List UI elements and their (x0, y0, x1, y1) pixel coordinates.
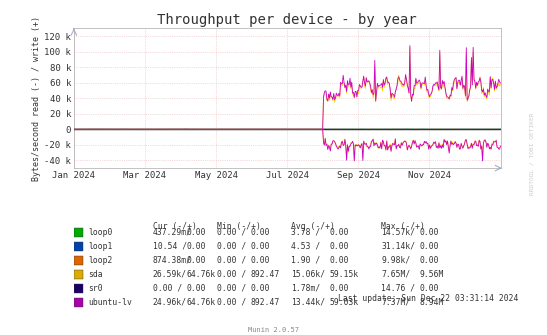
Text: 0.00 /: 0.00 / (217, 284, 246, 292)
Text: 31.14k/: 31.14k/ (381, 242, 415, 251)
Text: 892.47: 892.47 (251, 270, 280, 279)
Text: 0.00: 0.00 (330, 242, 350, 251)
Text: 24.96k/: 24.96k/ (153, 297, 187, 307)
Text: 0.00 /: 0.00 / (217, 228, 246, 237)
Text: 14.76 /: 14.76 / (381, 284, 415, 292)
Text: 0.00: 0.00 (251, 228, 270, 237)
Text: 0.00: 0.00 (420, 256, 439, 265)
Text: 0.00: 0.00 (420, 284, 439, 292)
Bar (74, 297, 83, 307)
Text: 0.00: 0.00 (330, 256, 350, 265)
Text: 0.00 /: 0.00 / (217, 297, 246, 307)
Text: 0.00 /: 0.00 / (153, 284, 182, 292)
Text: 14.57k/: 14.57k/ (381, 228, 415, 237)
Text: 7.37M/: 7.37M/ (381, 297, 410, 307)
Text: loop2: loop2 (89, 256, 113, 265)
Bar (74, 242, 83, 251)
Text: 4.53 /: 4.53 / (292, 242, 321, 251)
Text: 0.00 /: 0.00 / (217, 270, 246, 279)
Text: 59.15k: 59.15k (330, 270, 359, 279)
Text: 0.00: 0.00 (251, 284, 270, 292)
Title: Throughput per device - by year: Throughput per device - by year (158, 13, 417, 27)
Text: 892.47: 892.47 (251, 297, 280, 307)
Text: 0.00 /: 0.00 / (217, 242, 246, 251)
Y-axis label: Bytes/second read (-) / write (+): Bytes/second read (-) / write (+) (32, 16, 42, 181)
Text: RRDTOOL / TOBI OETIKER: RRDTOOL / TOBI OETIKER (529, 113, 534, 195)
Text: Max (-/+): Max (-/+) (381, 222, 425, 231)
Text: 0.00: 0.00 (420, 242, 439, 251)
Text: Cur (-/+): Cur (-/+) (153, 222, 197, 231)
Text: sda: sda (89, 270, 103, 279)
Text: 0.00: 0.00 (251, 256, 270, 265)
Text: Avg (-/+): Avg (-/+) (292, 222, 335, 231)
Bar (74, 284, 83, 293)
Text: loop0: loop0 (89, 228, 113, 237)
Text: Min (-/+): Min (-/+) (217, 222, 261, 231)
Text: 0.00: 0.00 (420, 228, 439, 237)
Text: sr0: sr0 (89, 284, 103, 292)
Text: 437.29m/: 437.29m/ (153, 228, 192, 237)
Text: Munin 2.0.57: Munin 2.0.57 (248, 327, 299, 333)
Text: 9.98k/: 9.98k/ (381, 256, 410, 265)
Text: Last update: Sun Dec 22 03:31:14 2024: Last update: Sun Dec 22 03:31:14 2024 (339, 294, 519, 303)
Text: 13.44k/: 13.44k/ (292, 297, 325, 307)
Bar (74, 228, 83, 237)
Text: 0.00: 0.00 (330, 284, 350, 292)
Bar (74, 256, 83, 265)
Text: 0.00: 0.00 (251, 242, 270, 251)
Text: 64.76k: 64.76k (187, 297, 216, 307)
Text: loop1: loop1 (89, 242, 113, 251)
Text: 7.65M/: 7.65M/ (381, 270, 410, 279)
Text: 10.54 /: 10.54 / (153, 242, 187, 251)
Text: 0.00: 0.00 (187, 284, 206, 292)
Text: 0.00 /: 0.00 / (217, 256, 246, 265)
Text: 0.00: 0.00 (187, 242, 206, 251)
Text: 26.59k/: 26.59k/ (153, 270, 187, 279)
Text: 0.00: 0.00 (187, 256, 206, 265)
Text: 874.38m/: 874.38m/ (153, 256, 192, 265)
Text: 1.90 /: 1.90 / (292, 256, 321, 265)
Text: 0.00: 0.00 (187, 228, 206, 237)
Text: 8.94M: 8.94M (420, 297, 444, 307)
Text: 9.56M: 9.56M (420, 270, 444, 279)
Text: 1.78m/: 1.78m/ (292, 284, 321, 292)
Text: 3.78 /: 3.78 / (292, 228, 321, 237)
Text: 0.00: 0.00 (330, 228, 350, 237)
Text: ubuntu-lv: ubuntu-lv (89, 297, 132, 307)
Text: 15.06k/: 15.06k/ (292, 270, 325, 279)
Text: 59.03k: 59.03k (330, 297, 359, 307)
Text: 64.76k: 64.76k (187, 270, 216, 279)
Bar (74, 270, 83, 279)
